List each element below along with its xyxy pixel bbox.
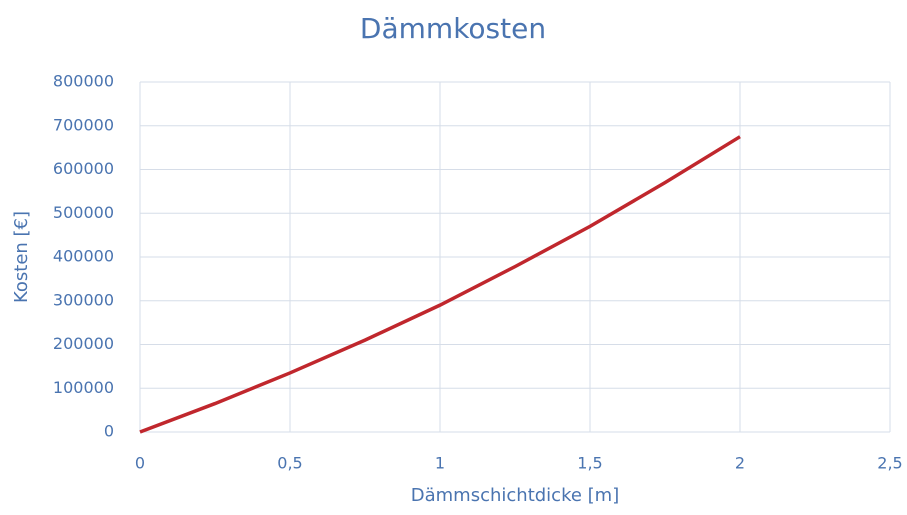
y-tick-label: 200000 bbox=[53, 334, 114, 353]
x-tick-label: 2 bbox=[735, 454, 745, 473]
x-tick-label: 1,5 bbox=[577, 454, 602, 473]
y-tick-label: 800000 bbox=[53, 72, 114, 91]
x-axis-label: Dämmschichtdicke [m] bbox=[411, 485, 620, 506]
y-tick-label: 600000 bbox=[53, 159, 114, 178]
y-axis-label: Kosten [€] bbox=[11, 211, 32, 303]
y-tick-label: 500000 bbox=[53, 203, 114, 222]
y-tick-label: 0 bbox=[104, 422, 114, 441]
y-tick-label: 300000 bbox=[53, 290, 114, 309]
x-tick-label: 0 bbox=[135, 454, 145, 473]
x-tick-label: 2,5 bbox=[877, 454, 902, 473]
y-tick-label: 700000 bbox=[53, 115, 114, 134]
data-line bbox=[139, 135, 741, 434]
chart-title: Dämmkosten bbox=[360, 12, 546, 45]
y-tick-label: 100000 bbox=[53, 378, 114, 397]
x-tick-label: 0,5 bbox=[277, 454, 302, 473]
x-tick-label: 1 bbox=[435, 454, 445, 473]
y-tick-label: 400000 bbox=[53, 247, 114, 266]
